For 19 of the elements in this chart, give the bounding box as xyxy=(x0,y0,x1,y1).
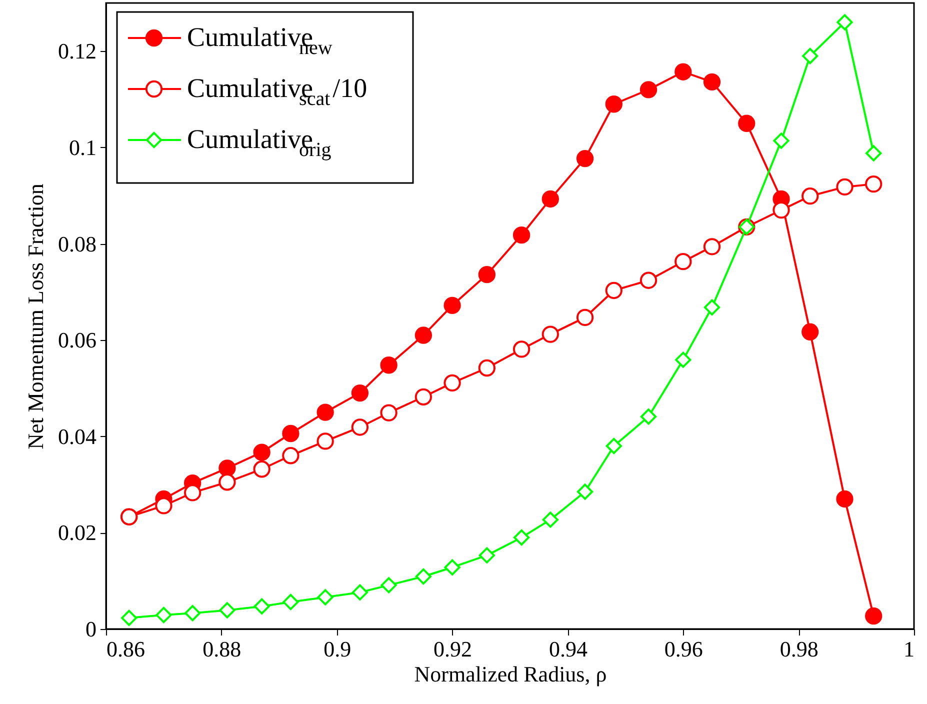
y-tick-label: 0.1 xyxy=(69,134,96,160)
y-tick-label: 0.08 xyxy=(58,231,96,256)
x-tick-label: 1 xyxy=(904,636,914,662)
y-tick-label: 0.04 xyxy=(58,424,96,449)
x-tick-label: 0.88 xyxy=(202,636,242,662)
y-tick-label: 0.06 xyxy=(58,328,96,353)
legend-label: Cumulativenew xyxy=(187,22,333,59)
y-tick-label: 0.12 xyxy=(58,38,96,64)
x-tick-label: 0.86 xyxy=(106,636,145,662)
x-tick-label: 0.98 xyxy=(780,636,818,662)
y-tick-label: 0 xyxy=(86,616,96,642)
y-axis-title: Net Momentum Loss Fraction xyxy=(23,184,48,450)
y-tick-label: 0.02 xyxy=(58,520,96,546)
legend-label: Cumulativeorig xyxy=(187,124,332,161)
x-tick-label: 0.92 xyxy=(434,636,472,662)
x-tick-label: 0.96 xyxy=(664,636,703,662)
x-tick-label: 0.94 xyxy=(548,636,588,662)
x-axis-title: Normalized Radius, ρ xyxy=(414,662,607,686)
x-tick-label: 0.9 xyxy=(324,636,352,662)
